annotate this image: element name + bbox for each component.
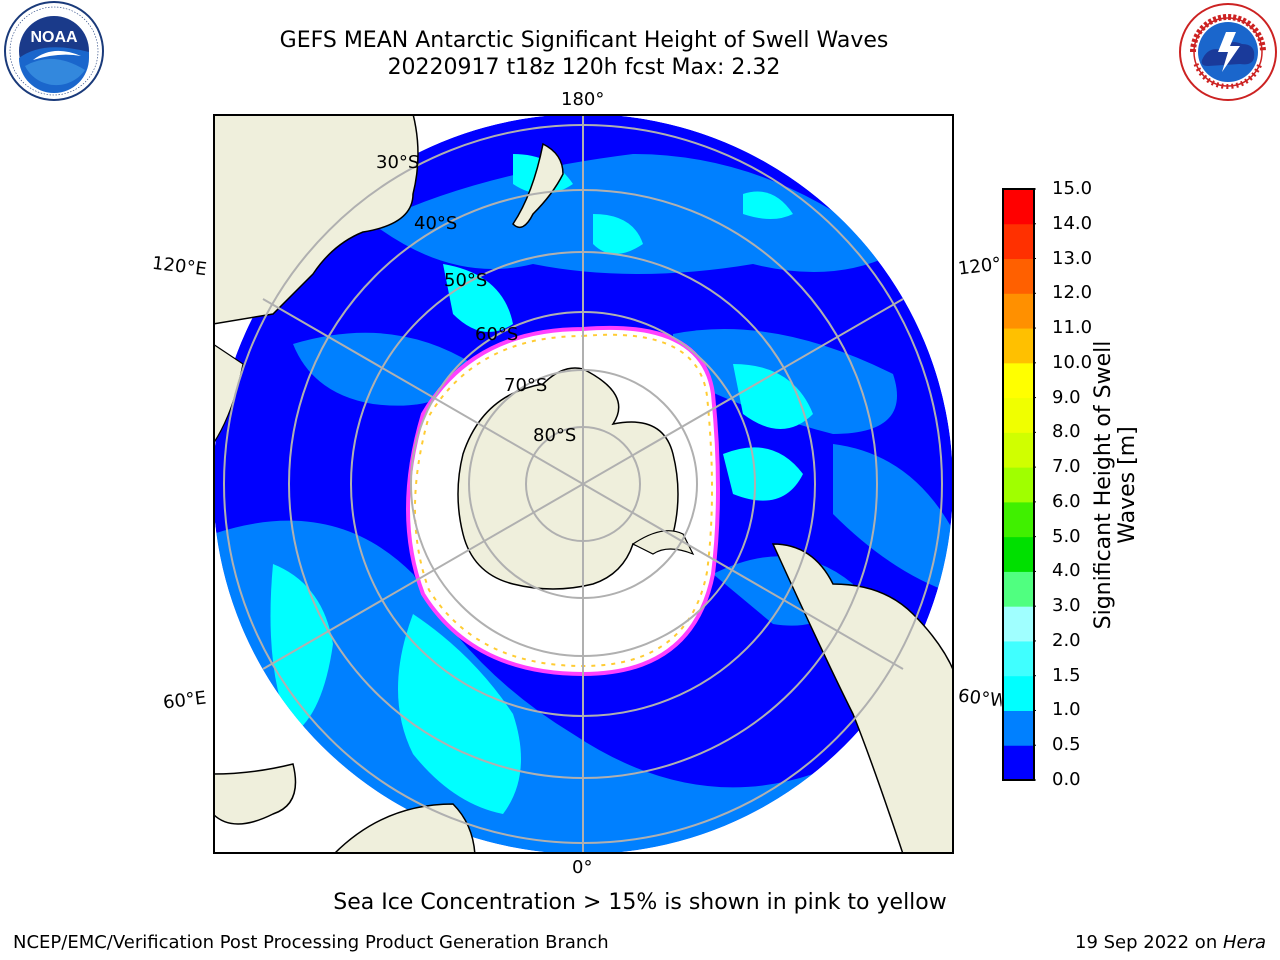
gridlines (223, 114, 943, 854)
lon-label-60w: 60°W (956, 685, 1004, 712)
footer-right: 19 Sep 2022 on Hera (1075, 932, 1266, 953)
land-madagascar (213, 763, 297, 825)
colorbar-tick-label: 2.0 (1052, 629, 1081, 651)
colorbar-tick-label: 0.0 (1052, 769, 1081, 790)
lon-label-180: 180° (561, 89, 605, 110)
lon-label-120e: 120°E (150, 252, 208, 281)
colorbar-segment (1003, 293, 1034, 329)
colorbar-tick-label: 14.0 (1052, 212, 1093, 234)
colorbar-segment (1003, 571, 1034, 607)
colorbar-segment (1003, 536, 1034, 572)
colorbar-segment (1003, 467, 1034, 503)
colorbar-segment (1003, 675, 1034, 711)
colorbar-segment (1003, 397, 1034, 433)
footer-host: Hera (1222, 932, 1266, 953)
colorbar-tick-label: 12.0 (1052, 282, 1093, 304)
lon-label-0: 0° (572, 857, 593, 878)
lat-label-50: 50°S (444, 270, 488, 291)
colorbar-tick-label: 1.5 (1052, 664, 1081, 686)
colorbar-tick-label: 1.0 (1052, 699, 1081, 721)
land-africa (332, 803, 476, 854)
lat-label-60: 60°S (475, 324, 519, 345)
noaa-logo: NOAA (3, 0, 105, 106)
colorbar-segment (1003, 258, 1034, 294)
land-south-america (771, 543, 954, 854)
sea-ice-caption: Sea Ice Concentration > 15% is shown in … (333, 890, 947, 915)
colorbar-segment (1003, 745, 1034, 781)
colorbar-segment (1003, 328, 1034, 364)
land-new-zealand (512, 142, 564, 229)
land-australia (213, 114, 419, 325)
colorbar-segment (1003, 640, 1034, 677)
colorbar-tick-label: 0.5 (1052, 734, 1081, 756)
lat-label-30: 30°S (376, 152, 420, 173)
colorbar-segment (1003, 189, 1034, 225)
colorbar-tick-label: 6.0 (1052, 490, 1081, 512)
colorbar-tick-label: 10.0 (1052, 351, 1093, 373)
colorbar-tick-label: 11.0 (1052, 317, 1093, 339)
lat-label-70: 70°S (504, 375, 548, 396)
colorbar-segment (1003, 710, 1034, 746)
colorbar-tick-label: 3.0 (1052, 595, 1081, 617)
colorbar-segment (1003, 501, 1034, 538)
lat-label-40: 40°S (414, 213, 458, 234)
colorbar-tick-label: 7.0 (1052, 456, 1081, 478)
colorbar (1002, 188, 1036, 786)
colorbar-tick-label: 9.0 (1052, 386, 1081, 408)
lon-label-60e: 60°E (161, 687, 208, 714)
land-antarctica (457, 367, 679, 590)
colorbar-segment (1003, 362, 1034, 399)
colorbar-segment (1003, 432, 1034, 468)
footer-left: NCEP/EMC/Verification Post Processing Pr… (13, 932, 609, 953)
colorbar-tick-label: 5.0 (1052, 525, 1081, 547)
noaa-logo-text: NOAA (30, 29, 78, 46)
polar-map (213, 114, 955, 859)
colorbar-tick-label: 15.0 (1052, 178, 1093, 199)
colorbar-tick-label: 4.0 (1052, 560, 1081, 582)
colorbar-tick-label: 8.0 (1052, 421, 1081, 443)
chart-subtitle: 20220917 t18z 120h fcst Max: 2.32 (387, 55, 781, 80)
swell-band-mid (213, 520, 953, 854)
nws-logo (1178, 2, 1278, 106)
colorbar-label: Significant Height of Swell Waves [m] (1091, 340, 1140, 630)
lat-label-80: 80°S (533, 425, 577, 446)
colorbar-segment (1003, 606, 1034, 642)
footer-date: 19 Sep 2022 on (1075, 932, 1223, 953)
chart-title: GEFS MEAN Antarctic Significant Height o… (279, 28, 889, 53)
colorbar-tick-label: 13.0 (1052, 247, 1093, 269)
lon-label-120w: 120°W (956, 253, 1004, 280)
colorbar-segment (1003, 223, 1034, 260)
